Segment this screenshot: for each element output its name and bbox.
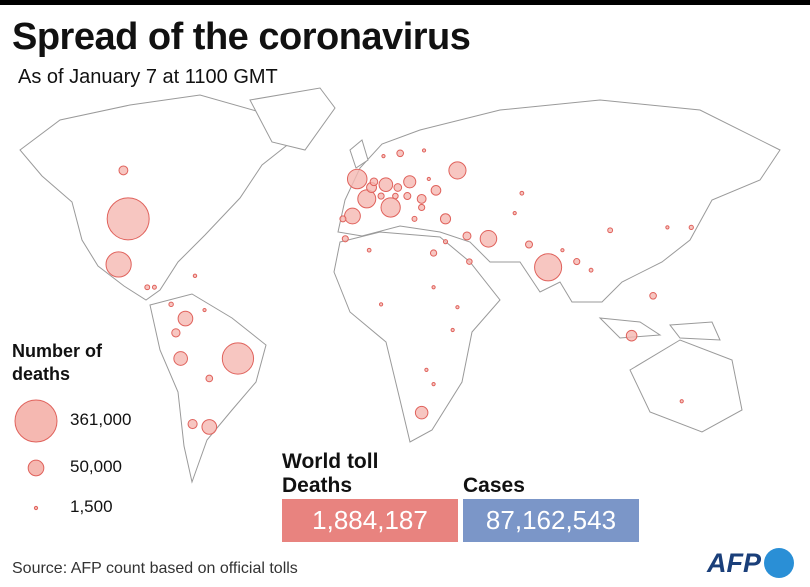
deaths-total: 1,884,187: [282, 499, 458, 542]
death-bubble: [424, 367, 429, 372]
cases-total: 87,162,543: [463, 499, 639, 542]
title: Spread of the coronavirus: [12, 16, 471, 58]
death-bubble: [462, 231, 472, 241]
death-bubble: [392, 192, 399, 200]
land: [19, 87, 781, 484]
death-bubble: [519, 190, 525, 196]
death-bubble: [377, 192, 385, 200]
death-bubble: [418, 203, 426, 212]
death-bubble: [466, 258, 473, 265]
death-bubble: [221, 342, 255, 375]
death-bubble: [455, 305, 460, 310]
australia: [629, 339, 743, 433]
death-bubble: [560, 248, 565, 253]
death-bubble: [171, 328, 181, 338]
death-bubble: [588, 267, 594, 273]
logo-mark: [764, 548, 794, 578]
death-bubble: [665, 225, 670, 230]
death-bubble: [369, 177, 379, 187]
death-bubble: [525, 240, 534, 249]
death-bubble: [378, 177, 394, 192]
bubbles: [105, 148, 694, 435]
death-bubble: [442, 239, 449, 245]
legend-label: 50,000: [70, 457, 122, 476]
death-bubble: [403, 192, 412, 201]
death-bubble: [366, 247, 372, 253]
logo: AFP: [707, 548, 761, 578]
death-bubble: [430, 185, 442, 196]
legend-title: Number of deaths: [12, 341, 102, 384]
death-bubble: [479, 230, 498, 248]
legend-label: 1,500: [70, 497, 113, 516]
death-bubble: [534, 253, 563, 282]
death-bubble: [173, 351, 188, 366]
south-america: [149, 293, 267, 484]
death-bubble: [344, 207, 361, 225]
death-bubble: [512, 211, 517, 216]
death-bubble: [205, 374, 214, 383]
death-bubble: [346, 168, 368, 190]
legend-bubble: [27, 459, 45, 477]
death-bubble: [393, 183, 403, 192]
death-bubble: [416, 193, 427, 204]
death-bubble: [151, 284, 157, 290]
death-bubble: [378, 302, 384, 307]
death-bubble: [380, 197, 401, 218]
top-bar: [0, 0, 810, 5]
death-bubble: [177, 310, 194, 327]
legend-label: 361,000: [70, 410, 132, 429]
deaths-label: Deaths: [282, 474, 353, 497]
subtitle: As of January 7 at 1100 GMT: [18, 66, 278, 88]
death-bubble: [339, 215, 347, 223]
death-bubble: [429, 249, 438, 257]
death-bubble: [448, 161, 467, 180]
death-bubble: [450, 327, 455, 333]
legend-bubble: [14, 399, 58, 443]
eurasia: [337, 99, 781, 303]
death-bubble: [421, 148, 427, 153]
greenland: [249, 87, 336, 151]
death-bubble: [573, 258, 581, 266]
cases-label: Cases: [463, 474, 525, 497]
death-bubble: [426, 176, 431, 182]
world-toll-title: World toll: [282, 450, 379, 473]
death-bubble: [431, 382, 436, 387]
death-bubble: [431, 285, 436, 290]
death-bubble: [411, 215, 418, 222]
death-bubble: [341, 235, 349, 243]
death-bubble: [396, 149, 404, 158]
death-bubble: [381, 154, 386, 159]
death-bubble: [118, 165, 129, 176]
death-bubble: [688, 224, 694, 231]
death-bubble: [187, 418, 198, 430]
death-bubble: [168, 301, 174, 308]
death-bubble: [679, 399, 684, 404]
death-bubble: [403, 175, 417, 189]
death-bubble: [625, 329, 638, 342]
north-america: [19, 94, 301, 301]
death-bubble: [414, 405, 429, 420]
death-bubble: [649, 291, 657, 300]
death-bubble: [106, 197, 150, 241]
death-bubble: [144, 284, 151, 291]
death-bubble: [192, 273, 198, 279]
death-bubble: [439, 213, 452, 225]
death-bubble: [105, 251, 132, 278]
death-bubble: [201, 419, 218, 435]
legend: [14, 399, 58, 511]
death-bubble: [607, 227, 614, 234]
islands: [349, 139, 721, 341]
death-bubble: [202, 307, 207, 313]
source: Source: AFP count based on official toll…: [12, 560, 298, 577]
legend-bubble: [33, 505, 39, 511]
